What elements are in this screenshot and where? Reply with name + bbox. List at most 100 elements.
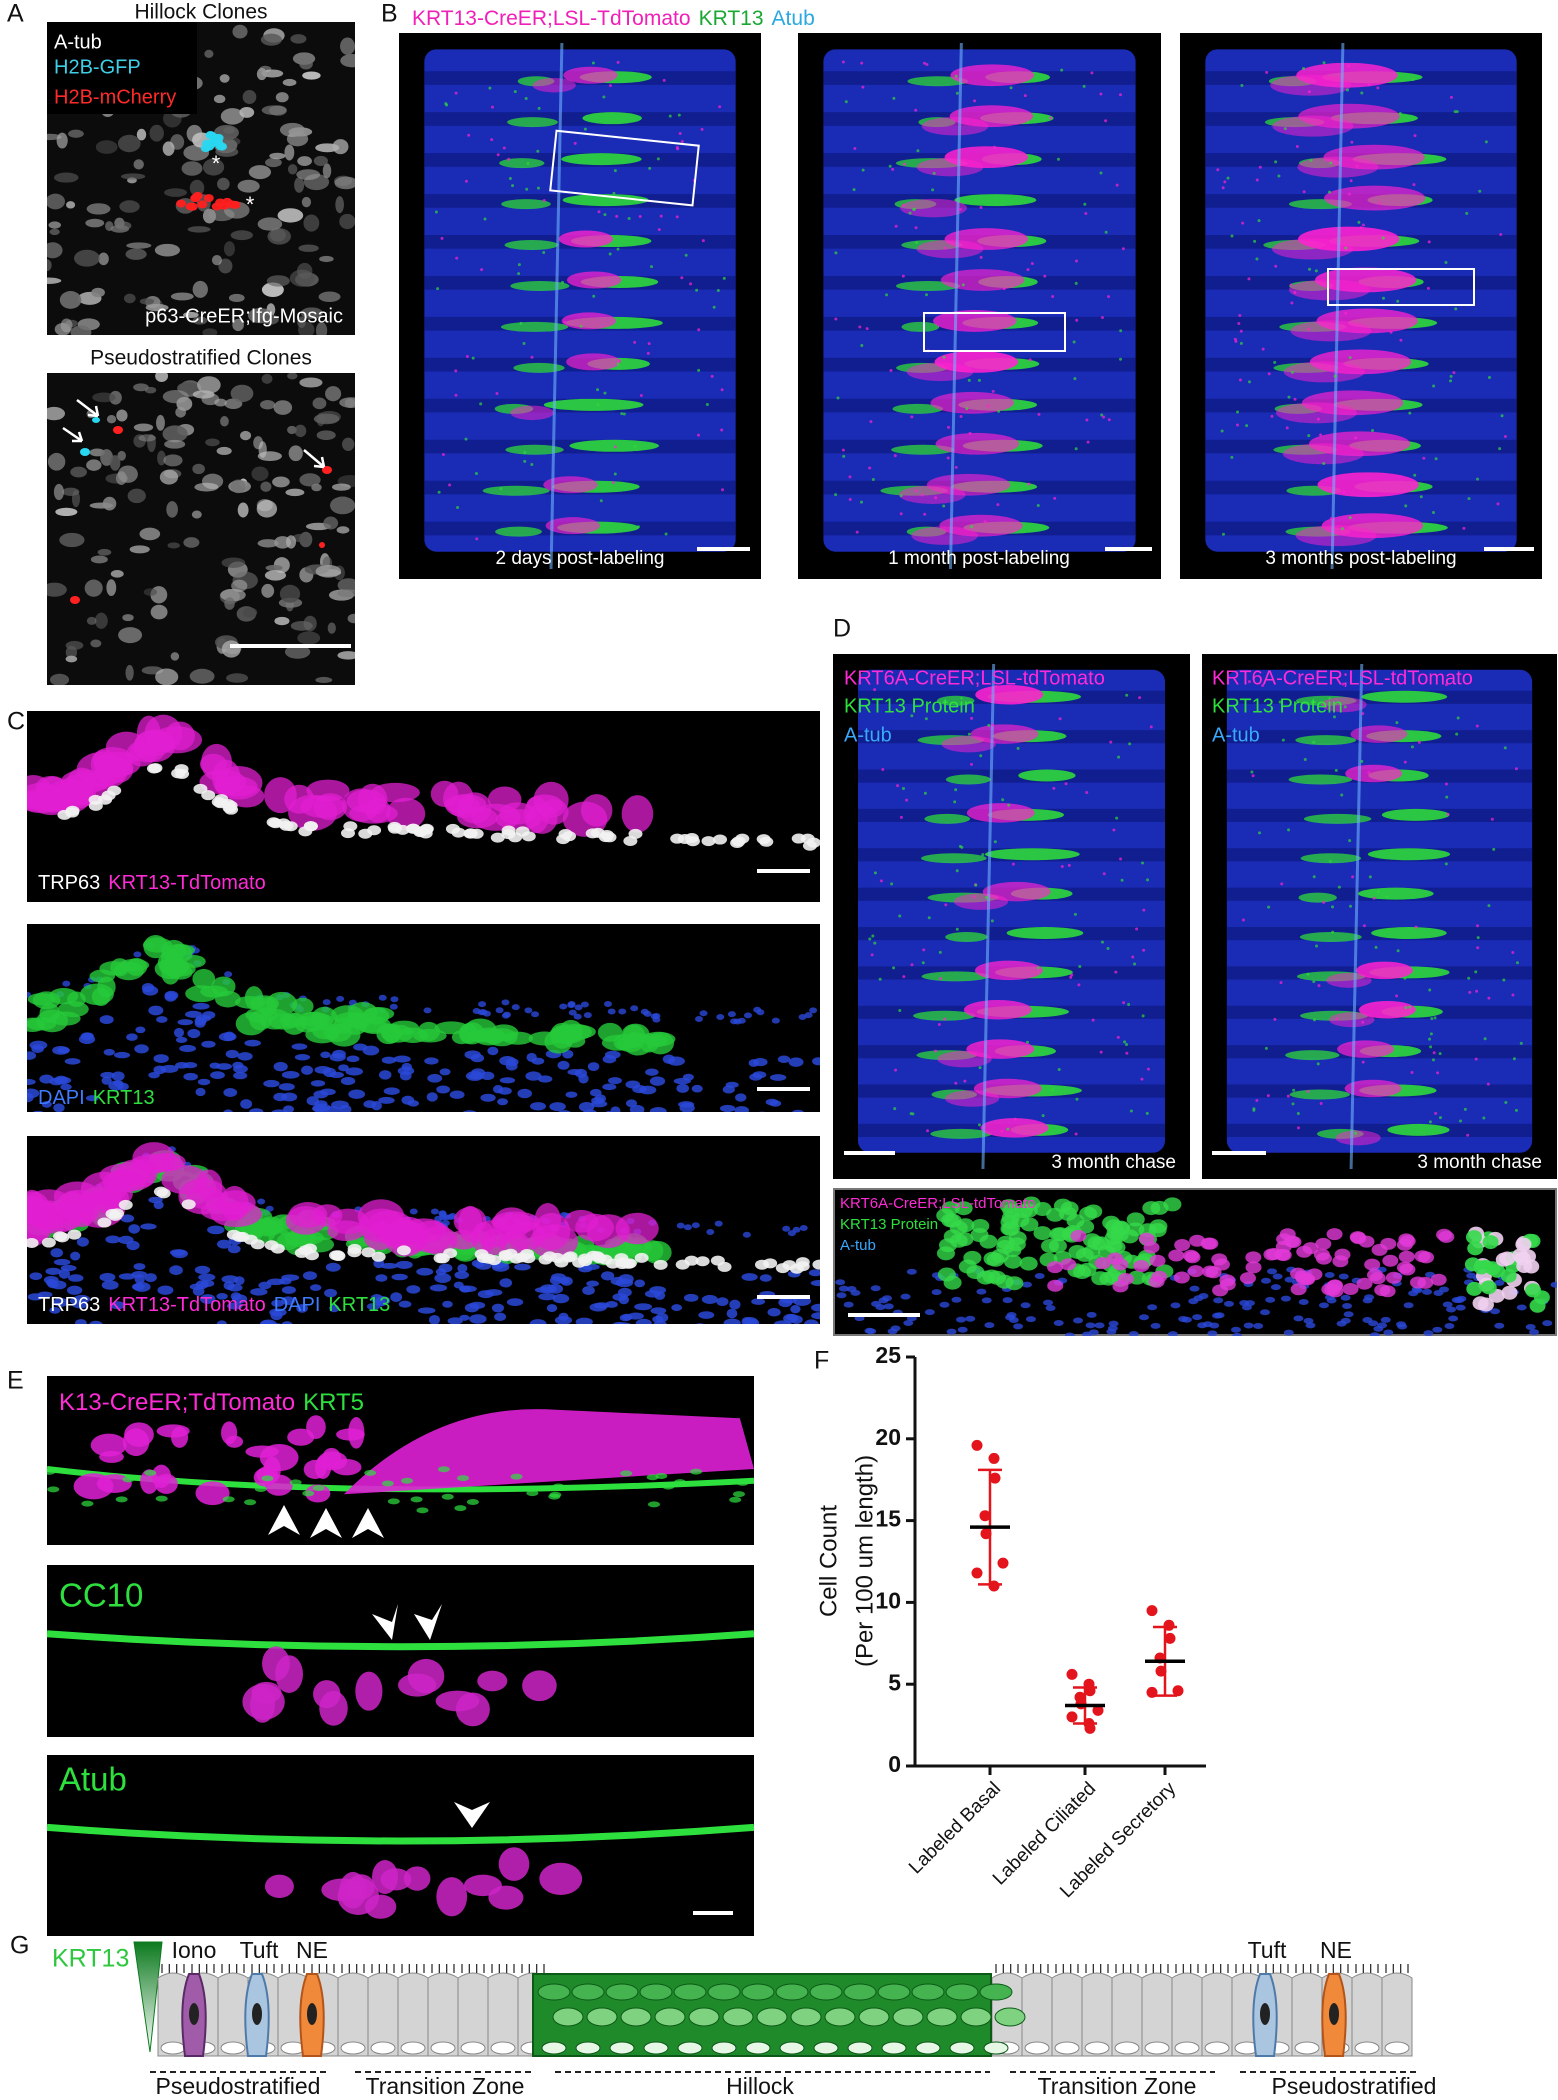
- cell: [1115, 816, 1119, 820]
- cell: [49, 1306, 61, 1314]
- cell: [1133, 962, 1137, 966]
- cell: [191, 193, 202, 202]
- cell: [97, 548, 112, 556]
- cell: [1387, 1123, 1450, 1136]
- cell: [187, 1028, 201, 1039]
- squamous-cell: [639, 1983, 673, 2001]
- cell: [181, 161, 203, 176]
- cell: [80, 448, 90, 456]
- cell: [695, 1323, 704, 1324]
- arrows: [62, 399, 326, 469]
- cell: [216, 1063, 233, 1070]
- cell: [1349, 904, 1353, 908]
- cell: [1125, 1042, 1129, 1046]
- cell: [125, 248, 147, 260]
- cell: [1342, 1282, 1359, 1295]
- cell: [865, 327, 869, 331]
- cell: [514, 1263, 531, 1271]
- cell: [566, 271, 622, 289]
- cell: [139, 298, 155, 305]
- cell: [485, 1028, 518, 1047]
- cell: [329, 1250, 344, 1261]
- cell: [275, 92, 289, 103]
- cell: [726, 1308, 738, 1319]
- cell: [1367, 848, 1451, 861]
- cell: [1354, 1131, 1358, 1135]
- cell: [261, 583, 275, 598]
- cell: [1487, 996, 1491, 1000]
- cell: [98, 252, 109, 266]
- cell: [1241, 221, 1245, 225]
- cell: [1283, 127, 1287, 131]
- cell: [650, 265, 654, 269]
- cell: [921, 961, 925, 965]
- cell: [193, 783, 208, 794]
- cell: [596, 388, 600, 392]
- cell: [36, 1009, 69, 1033]
- cell: [1342, 1302, 1353, 1309]
- cell: [1283, 361, 1365, 383]
- cell: [202, 208, 216, 224]
- zone-label: Transition Zone: [1038, 2073, 1197, 2099]
- cell: [620, 1470, 633, 1477]
- cell: [517, 263, 521, 267]
- cell: [194, 482, 219, 492]
- basal-cell: [340, 2041, 366, 2055]
- cell: [148, 1005, 164, 1016]
- cell: [504, 240, 559, 251]
- cell: [557, 1127, 569, 1135]
- cell: [977, 1123, 981, 1127]
- cell: [695, 288, 699, 292]
- cell: [836, 396, 840, 400]
- cell: [513, 90, 517, 94]
- cell: [139, 527, 161, 541]
- cell: [695, 1256, 710, 1267]
- cell: [60, 1264, 77, 1272]
- cell: [223, 1281, 235, 1290]
- cell: [1085, 1322, 1096, 1329]
- cell: [531, 1011, 540, 1018]
- cell: [662, 78, 666, 82]
- cell: [301, 1065, 314, 1075]
- cell: [1449, 374, 1453, 378]
- cell: [507, 157, 511, 161]
- cell: [1036, 504, 1040, 508]
- cell: [1119, 329, 1123, 333]
- cell: [981, 853, 985, 857]
- cell: [853, 147, 857, 151]
- cell: [1291, 1102, 1295, 1106]
- cell: [274, 616, 290, 626]
- asterisk: *: [246, 192, 255, 217]
- data-point: [1164, 1632, 1176, 1644]
- cell: [1467, 976, 1471, 980]
- cell: [968, 431, 972, 435]
- cell: [1295, 735, 1357, 746]
- cell: [213, 94, 226, 104]
- cell: [1318, 1302, 1329, 1309]
- cell: [727, 1011, 736, 1018]
- cell: [1116, 1035, 1120, 1039]
- cell: [946, 1328, 957, 1335]
- cell: [270, 1322, 282, 1324]
- cell: [1487, 376, 1491, 380]
- cell: [1273, 360, 1277, 364]
- cell: [497, 1098, 508, 1106]
- cell: [893, 1107, 897, 1111]
- cell: [1486, 1082, 1490, 1086]
- caption-part: TRP63: [38, 1294, 100, 1316]
- cell: [977, 378, 981, 382]
- cell: [630, 1005, 639, 1012]
- cell: [936, 1208, 955, 1223]
- arrowhead: [310, 1508, 342, 1538]
- zone-label: Pseudostratified: [156, 2073, 321, 2099]
- squamous-cell: [858, 2007, 890, 2027]
- cell: [237, 179, 260, 193]
- cell: [944, 903, 948, 907]
- cell: [741, 1273, 758, 1281]
- cell: [1358, 1000, 1416, 1019]
- cell: [841, 448, 845, 452]
- cell: [1018, 769, 1076, 782]
- basal-cell: [1084, 2041, 1110, 2055]
- cell: [378, 1096, 395, 1104]
- cell: [436, 1085, 451, 1094]
